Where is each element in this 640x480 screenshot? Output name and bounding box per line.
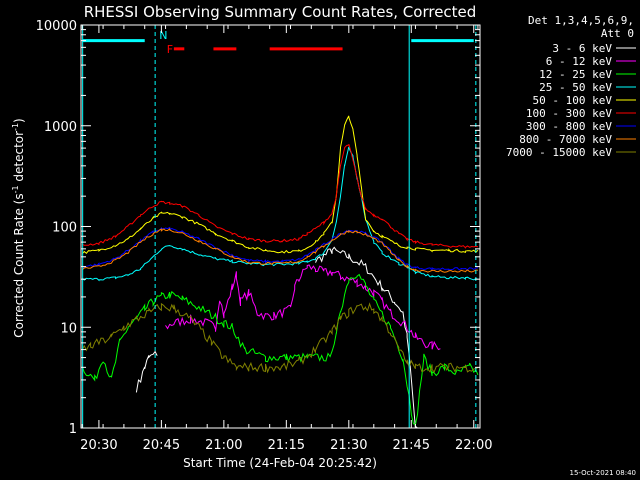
series-line-5 [82, 143, 478, 249]
x-tick-label-3: 21:15 [268, 438, 305, 453]
chart-title: RHESSI Observing Summary Count Rates, Co… [84, 3, 477, 21]
series-line-7 [81, 227, 478, 273]
x-tick-label-0: 20:30 [80, 438, 117, 453]
y-tick-label-2: 100 [52, 221, 77, 236]
y-axis-label-mid: detector [12, 131, 26, 186]
series-line-2 [81, 273, 479, 426]
y-axis-label-sup1: -1 [11, 185, 20, 193]
legend-header-1: Det 1,3,4,5,6,9, [528, 14, 634, 27]
x-tick-label-6: 22:00 [455, 438, 492, 453]
legend-entry-1: 6 - 12 keV [546, 55, 613, 68]
y-tick-label-3: 1000 [44, 120, 77, 135]
y-axis-label: Corrected Count Rate (s-1 detector-1) [11, 118, 26, 337]
timestamp: 15-Oct-2021 08:40 [570, 469, 636, 477]
x-tick-label-4: 21:30 [330, 438, 367, 453]
legend-entry-6: 300 - 800 keV [526, 120, 612, 133]
legend-entry-8: 7000 - 15000 keV [506, 146, 612, 159]
flag-label-0: N [159, 29, 167, 42]
legend-entry-5: 100 - 300 keV [526, 107, 612, 120]
series-line-4 [81, 115, 479, 255]
x-tick-label-5: 21:45 [393, 438, 430, 453]
y-axis: 1 10 100 1000 10000 [36, 19, 480, 437]
y-axis-label-sup2: -1 [11, 123, 20, 131]
legend-entry-7: 800 - 7000 keV [519, 133, 612, 146]
y-axis-label-main: Corrected Count Rate (s [12, 193, 26, 337]
y-axis-label-end: ) [12, 118, 26, 123]
legend-entry-0: 3 - 6 keV [552, 42, 612, 55]
legend-header-2: Att 0 [601, 27, 634, 40]
x-axis: 20:30 20:45 21:00 21:15 21:30 21:45 22:00 [80, 25, 492, 453]
y-tick-label-0: 1 [69, 422, 77, 437]
series-line-0 [135, 246, 420, 429]
legend-entry-4: 50 - 100 keV [533, 94, 613, 107]
x-tick-label-2: 21:00 [205, 438, 242, 453]
x-axis-label: Start Time (24-Feb-04 20:25:42) [183, 456, 377, 470]
plot-marks: NF [81, 25, 479, 429]
series-line-8 [81, 302, 479, 374]
legend-entry-2: 12 - 25 keV [539, 68, 612, 81]
y-tick-label-4: 10000 [36, 19, 77, 34]
legend-entry-3: 25 - 50 keV [539, 81, 612, 94]
series-line-3 [81, 146, 479, 282]
flag-label-1: F [167, 43, 173, 56]
series-line-1 [165, 264, 441, 351]
x-tick-label-1: 20:45 [143, 438, 180, 453]
y-tick-label-1: 10 [60, 321, 77, 336]
